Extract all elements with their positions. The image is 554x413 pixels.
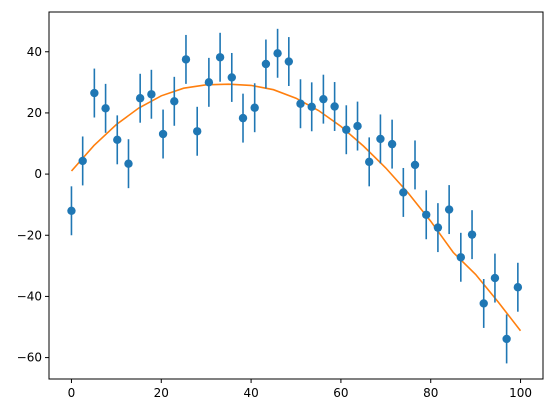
y-tick-label: 0 [34,167,42,181]
x-tick-label: 0 [68,386,76,400]
data-point [250,103,259,112]
data-point [113,135,122,145]
data-point [296,99,305,108]
data-point [273,49,282,58]
x-tick-label: 40 [243,386,258,400]
data-point [456,253,466,262]
data-point [181,55,191,64]
data-point [490,273,500,283]
x-tick-label: 20 [154,386,169,400]
data-point [467,230,477,239]
y-tick-label: −40 [17,289,42,303]
plot-area [49,12,543,379]
data-point [158,129,168,139]
data-point [78,156,87,166]
data-point [399,188,408,197]
y-axis: −60 −40 −20 0 20 40 [17,45,49,365]
plot-frame [48,11,544,380]
y-tick-label: −20 [17,228,42,242]
points-layer [67,49,523,344]
data-point [433,223,443,232]
x-tick-label: 100 [509,386,532,400]
data-point [513,283,523,292]
data-point [238,113,248,123]
y-tick-label: −60 [17,351,42,365]
data-point [410,160,420,170]
data-point [135,94,145,103]
data-point [67,206,76,215]
data-point [353,121,362,131]
data-point [284,57,294,66]
data-point [101,104,110,113]
data-point [422,210,431,219]
data-point [387,139,397,149]
x-axis: 0 20 40 60 80 100 [68,379,532,400]
data-point [376,134,385,144]
data-point [365,157,374,167]
data-point [319,94,328,104]
x-tick-label: 80 [423,386,438,400]
fit-line [70,83,522,332]
data-point [193,127,202,136]
data-point [330,102,339,111]
data-point [261,59,271,69]
data-point [307,102,316,112]
y-tick-label: 20 [27,106,42,120]
data-point [170,97,179,106]
data-point [444,205,454,214]
data-point [479,299,488,308]
data-point [502,334,511,344]
data-point [227,73,236,82]
x-tick-label: 60 [333,386,348,400]
data-point [147,90,156,99]
fit-line-layer [70,83,522,332]
data-point [342,125,351,134]
y-tick-label: 40 [27,45,42,59]
data-point [204,78,214,87]
data-point [215,53,225,62]
data-point [90,88,99,98]
data-point [124,159,133,168]
